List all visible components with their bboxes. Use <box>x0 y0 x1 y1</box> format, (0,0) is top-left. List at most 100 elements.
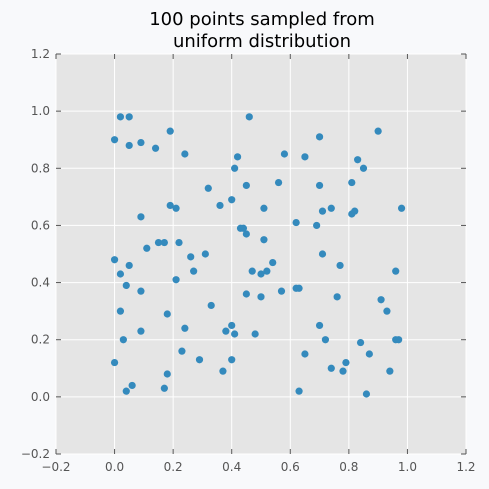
scatter-point <box>137 327 145 335</box>
scatter-point <box>354 156 362 164</box>
scatter-point <box>175 238 183 247</box>
x-tick-label: 0.0 <box>105 460 124 474</box>
y-tick-label: 0.4 <box>31 276 50 290</box>
scatter-point <box>301 153 309 161</box>
scatter-point <box>280 150 289 158</box>
y-tick-label: 0.2 <box>31 333 50 347</box>
scatter-point <box>318 207 327 215</box>
scatter-point <box>110 358 119 367</box>
scatter-point <box>277 287 286 295</box>
scatter-point <box>313 221 321 230</box>
scatter-point <box>351 207 359 215</box>
scatter-point <box>222 327 230 335</box>
scatter-point <box>137 287 145 295</box>
scatter-point <box>395 336 403 344</box>
scatter-point <box>125 113 133 121</box>
scatter-point <box>122 281 130 290</box>
scatter-point <box>116 270 125 278</box>
scatter-point <box>274 178 283 187</box>
scatter-point <box>122 387 130 395</box>
scatter-point <box>119 336 127 344</box>
scatter-point <box>239 224 248 232</box>
scatter-point <box>365 350 373 358</box>
x-tick-label: 1.2 <box>456 460 475 474</box>
scatter-point <box>301 350 309 358</box>
scatter-point <box>242 290 250 298</box>
scatter-point <box>315 133 324 141</box>
scatter-point <box>137 138 145 147</box>
scatter-point <box>166 127 174 135</box>
scatter-point <box>269 258 277 267</box>
x-tick-label: 1.0 <box>398 460 417 474</box>
scatter-point <box>333 293 341 301</box>
scatter-point <box>172 204 180 212</box>
scatter-point <box>181 150 189 158</box>
chart-title-line-2: uniform distribution <box>173 31 351 52</box>
y-tick-label: 1.2 <box>31 47 50 61</box>
scatter-point <box>383 307 391 315</box>
scatter-point <box>327 364 335 372</box>
scatter-point <box>228 321 236 330</box>
y-tick-label: 0.8 <box>31 161 50 175</box>
scatter-point <box>125 141 133 150</box>
scatter-point <box>137 213 145 221</box>
scatter-point <box>195 356 204 364</box>
x-tick-label: 0.8 <box>339 460 358 474</box>
scatter-point <box>231 330 239 338</box>
scatter-point <box>295 387 303 395</box>
scatter-point <box>154 238 163 247</box>
scatter-point <box>392 267 400 275</box>
scatter-point <box>356 338 365 347</box>
data-points <box>110 113 406 398</box>
scatter-point <box>397 204 406 212</box>
y-tick-label: −0.2 <box>21 447 50 461</box>
scatter-point <box>263 267 271 275</box>
scatter-point <box>386 367 394 375</box>
scatter-point <box>151 144 160 152</box>
scatter-point <box>128 381 136 390</box>
scatter-point <box>219 367 227 375</box>
scatter-point <box>242 230 250 238</box>
scatter-point <box>318 250 327 258</box>
scatter-point <box>348 178 356 187</box>
scatter-point <box>257 270 265 278</box>
scatter-point <box>377 296 385 304</box>
scatter-point <box>166 201 174 210</box>
x-tick-label: 0.6 <box>281 460 300 474</box>
scatter-point <box>342 358 350 367</box>
scatter-point <box>125 261 133 270</box>
scatter-point <box>160 238 168 247</box>
x-tick-label: −0.2 <box>41 460 70 474</box>
scatter-point <box>172 276 180 284</box>
scatter-point <box>116 113 125 121</box>
chart-title-line-1: 100 points sampled from <box>149 9 375 30</box>
scatter-point <box>163 310 171 318</box>
scatter-point <box>201 250 209 258</box>
y-tick-label: 0.0 <box>31 390 50 404</box>
x-tick-label: 0.4 <box>222 460 241 474</box>
scatter-point <box>181 324 189 332</box>
scatter-point <box>207 301 215 310</box>
x-tick-label: 0.2 <box>164 460 183 474</box>
scatter-point <box>374 127 382 135</box>
plot-area <box>56 54 466 454</box>
scatter-point <box>116 307 125 315</box>
scatter-point <box>260 236 268 244</box>
scatter-point <box>245 113 253 121</box>
scatter-point <box>315 321 324 330</box>
y-tick-label: 1.0 <box>31 104 50 118</box>
scatter-point <box>327 204 335 212</box>
x-axis: −0.2 0.0 0.2 0.4 0.6 0.8 1.0 1.2 <box>41 54 476 474</box>
scatter-point <box>336 261 344 270</box>
scatter-point <box>110 256 119 264</box>
scatter-point <box>160 384 168 392</box>
scatter-point <box>248 267 256 275</box>
scatter-point <box>339 367 347 375</box>
scatter-point <box>260 204 268 212</box>
scatter-point <box>163 370 171 378</box>
scatter-point <box>216 201 224 210</box>
scatter-point <box>231 164 239 172</box>
scatter-point <box>187 253 195 261</box>
scatter-point <box>359 164 368 172</box>
